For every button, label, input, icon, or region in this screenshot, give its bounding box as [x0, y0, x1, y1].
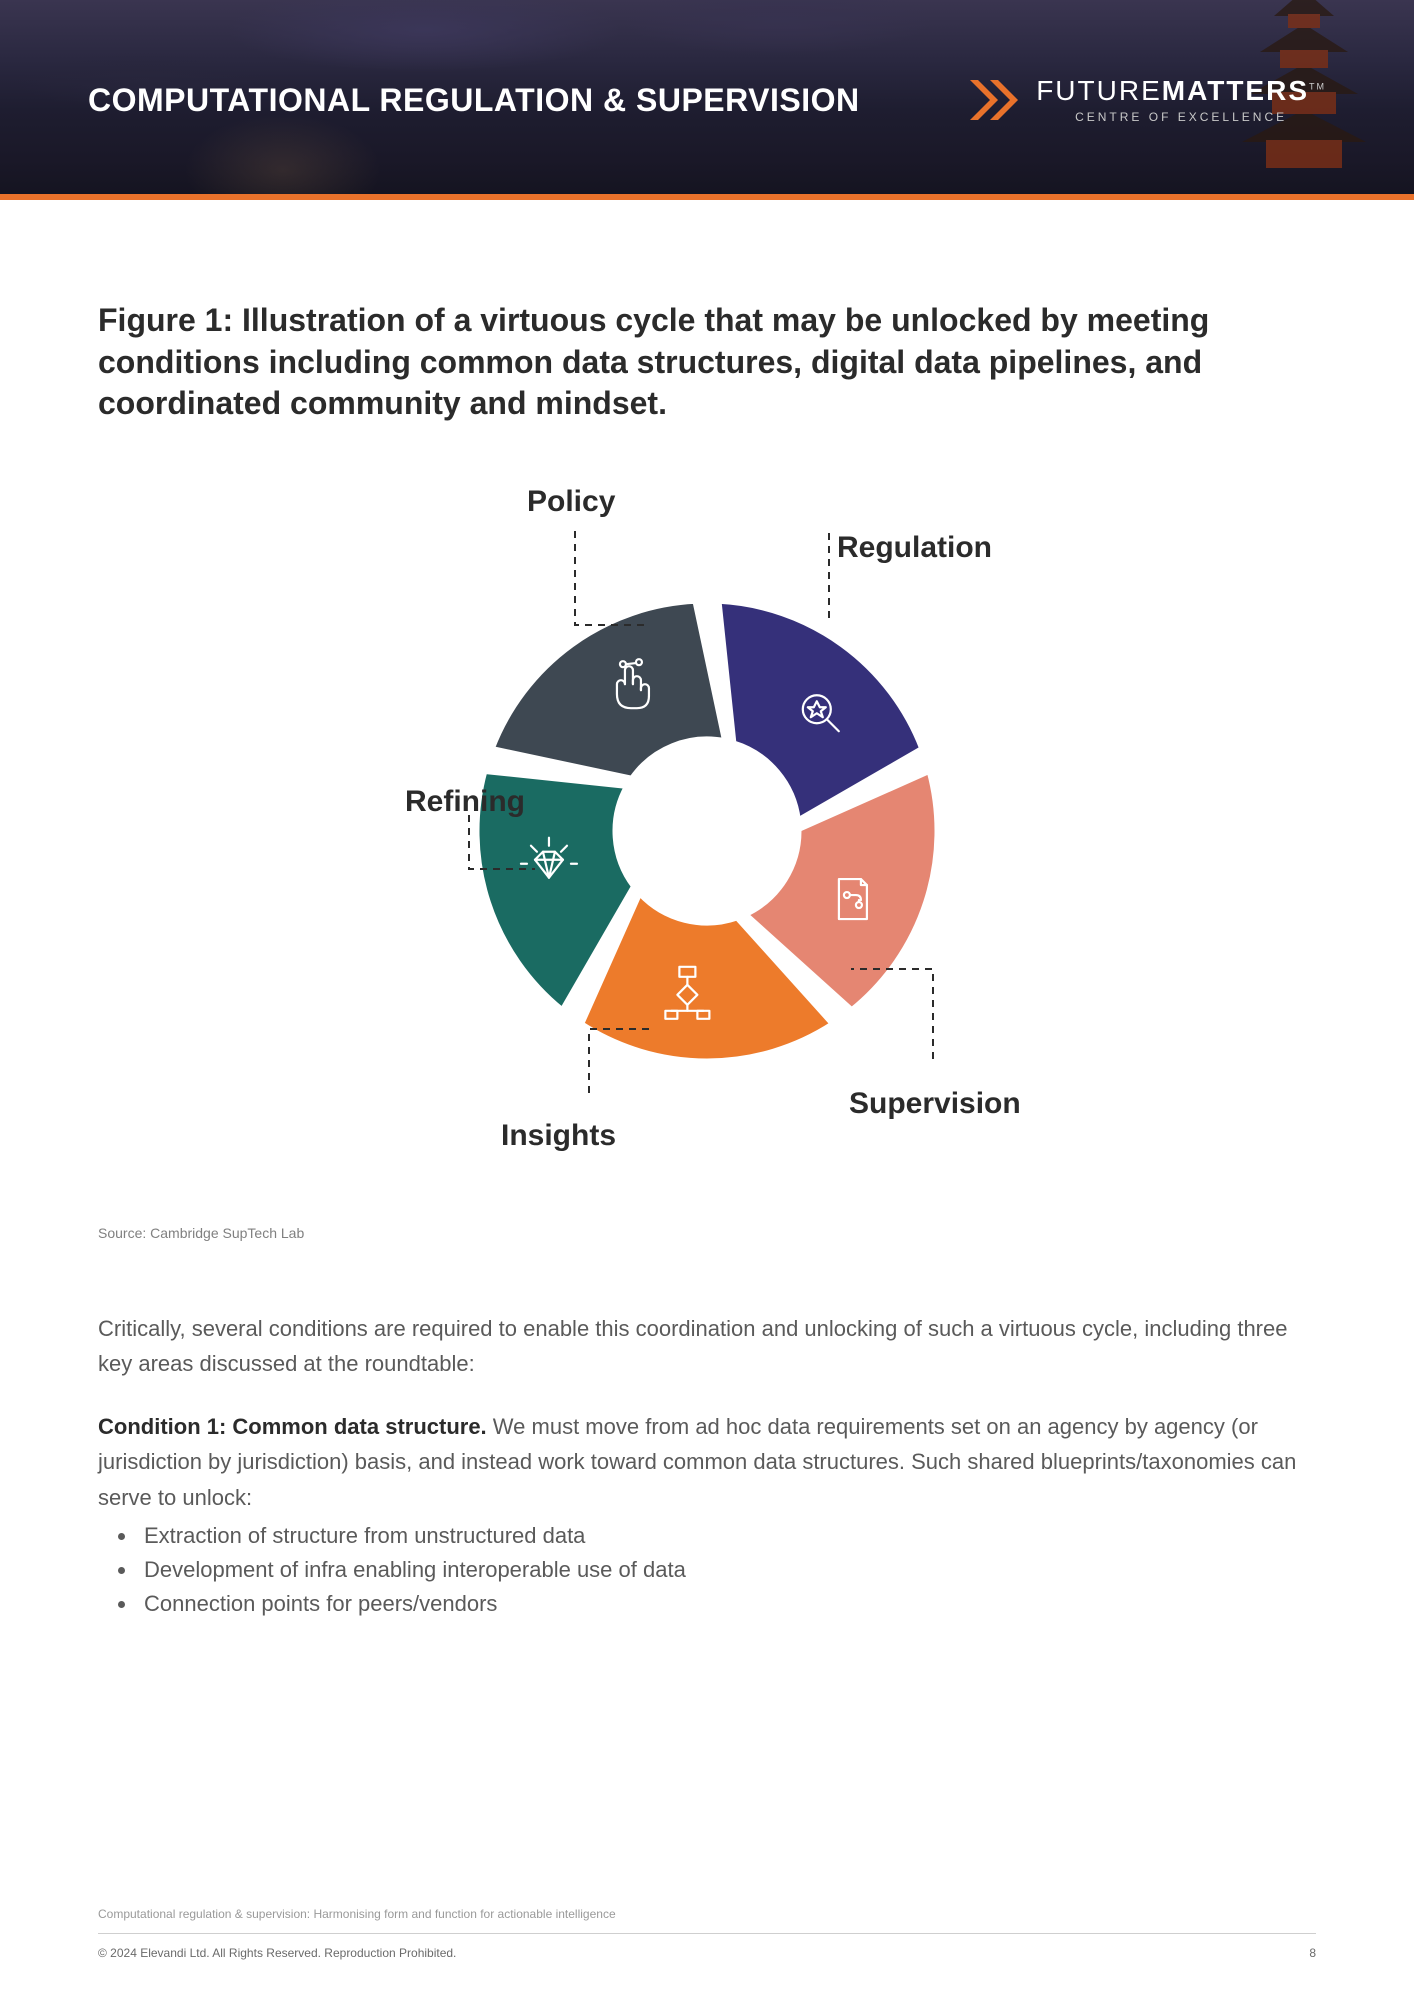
intro-paragraph: Critically, several conditions are requi…	[98, 1311, 1316, 1381]
condition1-paragraph: Condition 1: Common data structure. We m…	[98, 1409, 1316, 1515]
header-title: COMPUTATIONAL REGULATION & SUPERVISION	[88, 82, 860, 119]
bullet-item: Development of infra enabling interopera…	[138, 1553, 1316, 1587]
condition1-bullets: Extraction of structure from unstructure…	[98, 1519, 1316, 1621]
cycle-label-regulation: Regulation	[837, 531, 992, 565]
page-number: 8	[1309, 1946, 1316, 1960]
logo-matters: MATTERS	[1162, 75, 1309, 106]
condition1-title: Condition 1: Common data structure.	[98, 1414, 487, 1439]
content: Figure 1: Illustration of a virtuous cyc…	[0, 200, 1414, 2000]
cycle-label-insights: Insights	[501, 1119, 616, 1153]
bullet-item: Extraction of structure from unstructure…	[138, 1519, 1316, 1553]
logo-tm: TM	[1309, 82, 1326, 92]
logo: FUTUREMATTERSTM CENTRE OF EXCELLENCE	[968, 77, 1326, 123]
logo-sub: CENTRE OF EXCELLENCE	[1036, 111, 1326, 123]
logo-main: FUTUREMATTERSTM	[1036, 77, 1326, 105]
cycle-svg	[277, 471, 1137, 1171]
logo-chevrons-icon	[968, 78, 1022, 122]
cycle-label-policy: Policy	[527, 485, 615, 519]
footer-copyright: © 2024 Elevandi Ltd. All Rights Reserved…	[98, 1946, 456, 1960]
page-header: COMPUTATIONAL REGULATION & SUPERVISION F…	[0, 0, 1414, 200]
figure-title: Figure 1: Illustration of a virtuous cyc…	[98, 300, 1316, 425]
page-footer: Computational regulation & supervision: …	[0, 1907, 1414, 2000]
footer-row: © 2024 Elevandi Ltd. All Rights Reserved…	[98, 1946, 1316, 1960]
cycle-label-refining: Refining	[405, 785, 525, 819]
footer-subtitle: Computational regulation & supervision: …	[98, 1907, 1316, 1934]
logo-text: FUTUREMATTERSTM CENTRE OF EXCELLENCE	[1036, 77, 1326, 123]
figure-source: Source: Cambridge SupTech Lab	[98, 1225, 1316, 1241]
logo-future: FUTURE	[1036, 75, 1162, 106]
bullet-item: Connection points for peers/vendors	[138, 1587, 1316, 1621]
cycle-diagram: Policy Regulation Supervision Insights Refin…	[277, 485, 1137, 1185]
cycle-label-supervision: Supervision	[849, 1087, 1021, 1121]
page: COMPUTATIONAL REGULATION & SUPERVISION F…	[0, 0, 1414, 2000]
